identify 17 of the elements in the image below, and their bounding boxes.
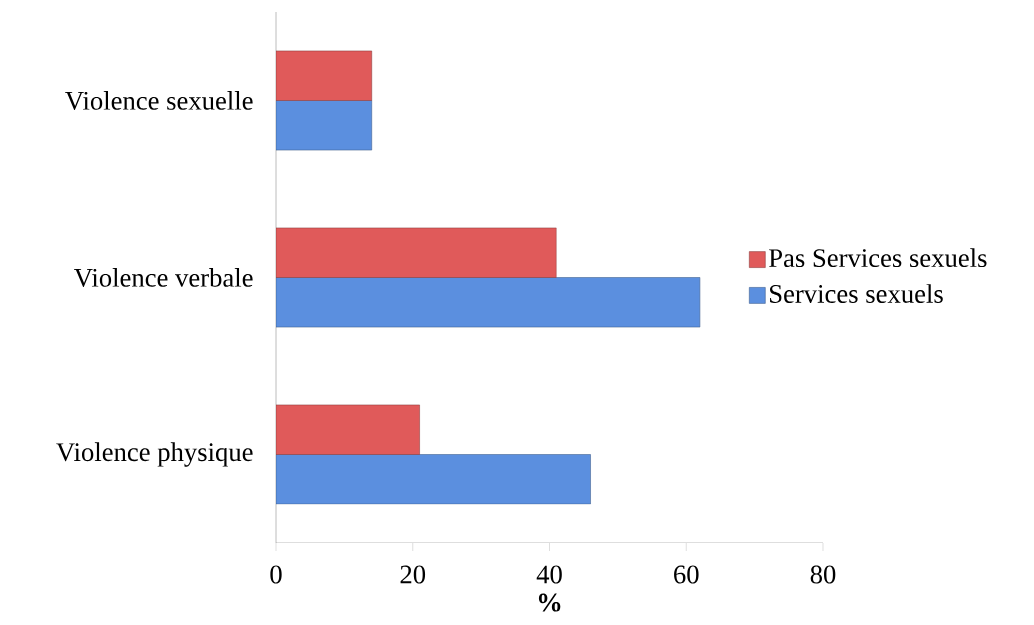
x-axis-title: % (538, 593, 561, 612)
x-tick-label: 20 (400, 565, 426, 584)
legend-label: Pas Services sexuels (769, 248, 987, 268)
bar (276, 277, 701, 328)
bar (276, 50, 372, 101)
legend-label: Services sexuels (770, 284, 943, 303)
x-tick-label: 60 (674, 565, 699, 584)
y-tick-label: Violence verbale (74, 268, 253, 287)
bar (276, 404, 420, 455)
x-tick-label: 40 (536, 565, 562, 584)
x-tick-label: 80 (810, 565, 836, 584)
bar (276, 227, 557, 278)
y-tick-label: Violence physique (56, 442, 253, 467)
x-tick-label: 0 (270, 565, 282, 584)
bar (276, 454, 591, 505)
y-tick-label: Violence sexuelle (65, 91, 253, 110)
bar (276, 100, 372, 151)
